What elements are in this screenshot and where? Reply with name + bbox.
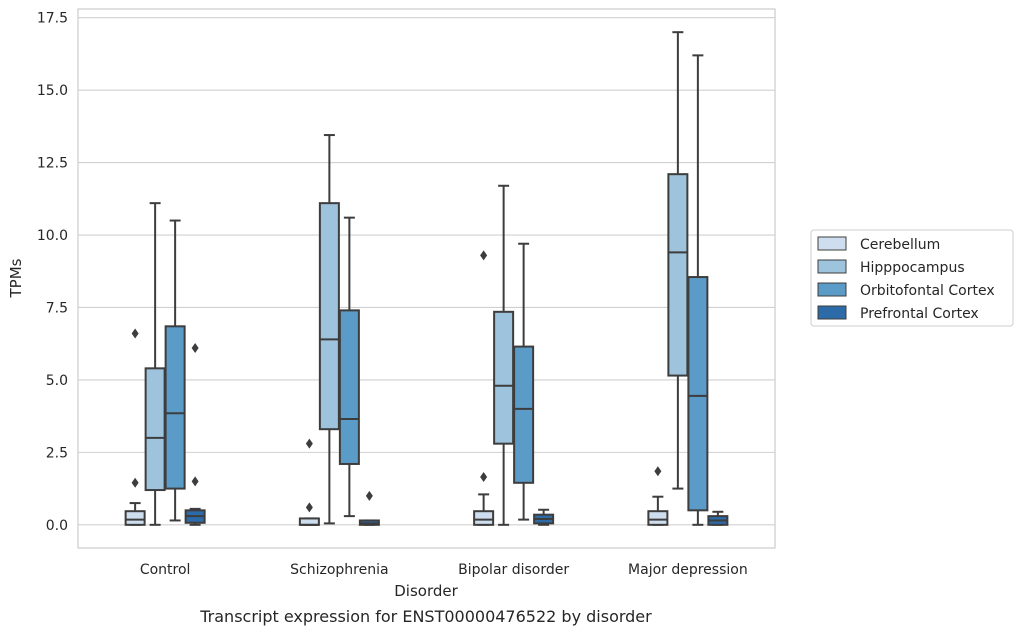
box-group: [687, 54, 709, 526]
legend-swatch: [817, 259, 847, 274]
legend: Cerebellum Hipppocampus Orbitofontal Corte…: [810, 229, 1014, 327]
legend-label: Prefrontal Cortex: [860, 306, 979, 322]
box: [144, 367, 166, 492]
legend-swatch: [817, 282, 847, 297]
box-group: [124, 328, 146, 526]
outlier-point: [131, 328, 139, 339]
outlier-point: [191, 476, 199, 487]
box-group: [318, 134, 340, 525]
y-tick-label: 12.5: [37, 156, 68, 172]
x-tick-label: Major depression: [628, 562, 748, 578]
plot-frame: [77, 8, 776, 549]
box-group: [667, 31, 689, 490]
y-tick-label: 5.0: [46, 373, 68, 389]
box-group: [144, 202, 166, 526]
legend-frame: [810, 229, 1014, 327]
y-tick-label: 7.5: [46, 300, 68, 316]
box: [124, 510, 146, 526]
y-tick-label: 10.0: [37, 228, 68, 244]
box-group: [493, 184, 515, 526]
box-group: [647, 466, 669, 526]
box: [667, 173, 689, 377]
box: [338, 309, 360, 465]
x-tick-labels: Control Schizophrenia Bipolar disorder Majo…: [140, 562, 748, 578]
box: [647, 510, 669, 526]
box-group: [184, 343, 206, 526]
y-tick-label: 15.0: [37, 83, 68, 99]
legend-label: Cerebellum: [860, 237, 940, 253]
outlier-point: [191, 343, 199, 354]
y-tick-label: 17.5: [37, 11, 68, 27]
y-tick-labels: 0.0 2.5 5.0 7.5 10.0 12.5 15.0 17.5: [37, 11, 68, 534]
outlier-point: [365, 490, 373, 501]
box: [687, 276, 709, 512]
outlier-point: [480, 250, 488, 261]
outlier-point: [305, 502, 313, 513]
outlier-point: [654, 466, 662, 477]
box: [164, 325, 186, 490]
legend-swatch: [817, 236, 847, 251]
boxes: [124, 31, 729, 526]
box: [493, 310, 515, 445]
legend-swatch: [817, 305, 847, 320]
box: [473, 510, 495, 526]
box-group: [707, 510, 729, 526]
chart-caption: Transcript expression for ENST0000047652…: [199, 607, 652, 626]
legend-label: Orbitofontal Cortex: [860, 283, 995, 299]
y-axis-label: TPMs: [7, 258, 25, 298]
box: [318, 202, 340, 431]
box-group: [473, 250, 495, 526]
box-group: [338, 216, 360, 518]
box-group: [358, 490, 380, 526]
outlier-point: [480, 472, 488, 483]
gridlines: [78, 17, 775, 526]
box-group: [513, 242, 535, 521]
box: [513, 345, 535, 484]
x-tick-label: Bipolar disorder: [458, 562, 569, 578]
x-tick-label: Schizophrenia: [290, 562, 388, 578]
outlier-point: [131, 477, 139, 488]
y-tick-label: 2.5: [46, 445, 68, 461]
x-axis-label: Disorder: [394, 582, 458, 600]
box-group: [164, 219, 186, 522]
y-tick-label: 0.0: [46, 518, 68, 534]
box-group: [533, 508, 555, 526]
box-group: [298, 438, 320, 526]
outlier-point: [305, 438, 313, 449]
legend-label: Hipppocampus: [860, 260, 965, 276]
x-tick-label: Control: [140, 562, 191, 578]
